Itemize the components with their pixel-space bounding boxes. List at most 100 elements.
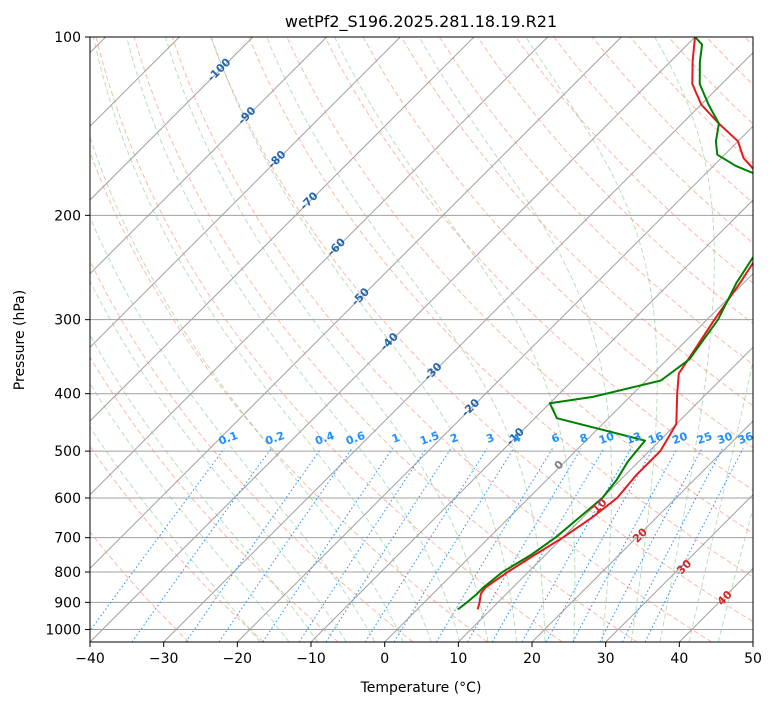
x-tick-label: −40	[75, 651, 105, 667]
mixing-ratio-label: 1.5	[418, 429, 441, 448]
mixing-ratio-label: 13	[624, 430, 643, 447]
moist-adiabat	[90, 135, 404, 642]
isotherm-line	[236, 125, 753, 642]
y-tick-label: 400	[54, 387, 81, 403]
mixing-ratio-label: 1	[390, 431, 402, 446]
mixing-ratio-line	[599, 448, 703, 642]
chart-title: wetPf2_S196.2025.281.18.19.R21	[285, 12, 557, 32]
x-tick-label: −20	[223, 651, 253, 667]
moist-adiabat	[90, 334, 319, 642]
moist-adiabat	[525, 37, 658, 642]
y-axis: 100 200 300 400 500 600 700 800 900 1000	[45, 30, 90, 638]
mixing-ratio-line	[572, 448, 678, 642]
moist-adiabat	[92, 37, 432, 642]
mixing-ratio-label: 16	[646, 430, 665, 448]
mixing-ratio-line	[262, 448, 393, 642]
isotherm-line	[531, 420, 753, 642]
dry-adiabat	[515, 37, 753, 284]
mixing-ratio-line	[325, 448, 452, 642]
moist-adiabat	[126, 37, 461, 642]
dry-adiabat	[90, 445, 264, 642]
moist-adiabat	[688, 358, 753, 642]
y-tick-label: 900	[54, 595, 81, 611]
dry-adiabat	[324, 37, 753, 491]
isotherm-line	[90, 37, 401, 349]
mixing-ratio-line	[467, 448, 582, 642]
y-tick-label: 100	[54, 30, 81, 46]
mixing-ratio-line	[185, 448, 322, 642]
x-tick-label: 30	[597, 651, 615, 667]
mixing-ratio-line	[393, 448, 515, 642]
mixing-ratio-label: 8	[578, 431, 590, 446]
mixing-ratio-label: 10	[597, 430, 616, 448]
moist-adiabat	[654, 37, 715, 642]
mixing-ratio-line	[90, 448, 225, 632]
dry-adiabat	[90, 150, 488, 642]
isotherm-line	[163, 51, 753, 642]
mixing-ratio-label: 36	[736, 430, 755, 448]
isotherm-line	[384, 272, 753, 642]
isotherm-line	[90, 37, 475, 422]
mixing-ratio-line	[364, 448, 488, 642]
x-axis-label: Temperature (°C)	[360, 680, 482, 696]
isotherm-line	[457, 346, 753, 642]
mixing-ratio-line	[131, 448, 272, 642]
plot-area: -100-90-80-70-60-50-40-30-20-100.1 0.2 0.4…	[90, 37, 755, 642]
x-tick-label: −30	[149, 651, 179, 667]
isotherm-line	[90, 37, 622, 570]
mixing-ratio-line	[218, 448, 353, 642]
x-axis: −40 −30 −20 −10 0 10 20 30 40 50	[75, 642, 762, 667]
y-tick-label: 600	[54, 491, 81, 507]
moist-adiabat	[266, 37, 546, 642]
mixing-ratio-label: 4	[511, 431, 523, 446]
y-tick-label: 500	[54, 444, 81, 460]
temperature-profile	[476, 37, 753, 610]
y-tick-label: 700	[54, 531, 81, 547]
mixing-ratio-label: 0.2	[264, 429, 287, 448]
y-tick-label: 200	[54, 208, 81, 224]
mixing-ratio-line	[491, 448, 605, 642]
y-axis-label: Pressure (hPa)	[12, 290, 28, 390]
mixing-ratio-label: 2	[448, 431, 460, 446]
mixing-ratio-line	[621, 448, 723, 642]
x-tick-label: 50	[744, 651, 762, 667]
x-tick-label: 40	[670, 651, 688, 667]
dry-adiabat	[400, 37, 753, 407]
isotherm-line	[310, 199, 753, 642]
mixing-ratio-label: 0.4	[313, 429, 336, 448]
moist-adiabat	[90, 279, 347, 642]
mixing-ratio-line	[644, 448, 744, 642]
y-tick-label: 300	[54, 313, 81, 329]
dry-adiabat	[90, 356, 339, 642]
y-tick-label: 800	[54, 565, 81, 581]
isotherm-line	[605, 493, 753, 642]
plot-frame	[89, 36, 754, 643]
mixing-ratio-label: 0.6	[344, 429, 367, 448]
mixing-ratio-label: 25	[695, 430, 714, 447]
dry-adiabat	[248, 37, 753, 578]
x-tick-label: −10	[296, 651, 326, 667]
isotherm-line	[90, 37, 328, 275]
moist-adiabat	[164, 37, 489, 642]
mixing-ratio-label: 6	[550, 431, 562, 446]
y-tick-label: 1000	[45, 622, 81, 638]
mixing-ratio-line	[298, 448, 427, 642]
dry-adiabat	[133, 37, 638, 642]
mixing-ratio-label: 20	[671, 430, 690, 448]
isotherm-line	[90, 37, 549, 496]
x-tick-label: 0	[380, 651, 389, 667]
moist-adiabat	[90, 382, 290, 642]
dry-adiabat	[438, 37, 753, 366]
dewpoint-profile	[457, 37, 753, 611]
isotherm-line	[90, 37, 696, 642]
dry-adiabat	[95, 37, 563, 642]
mixing-ratio-label: 0.1	[217, 429, 240, 448]
dry-adiabat	[90, 531, 190, 642]
isotherm-line	[90, 37, 254, 201]
mixing-ratio-label: 30	[716, 430, 735, 448]
mixing-ratio-label: 3	[485, 431, 497, 446]
x-tick-label: 10	[449, 651, 467, 667]
dry-adiabat	[210, 37, 753, 623]
